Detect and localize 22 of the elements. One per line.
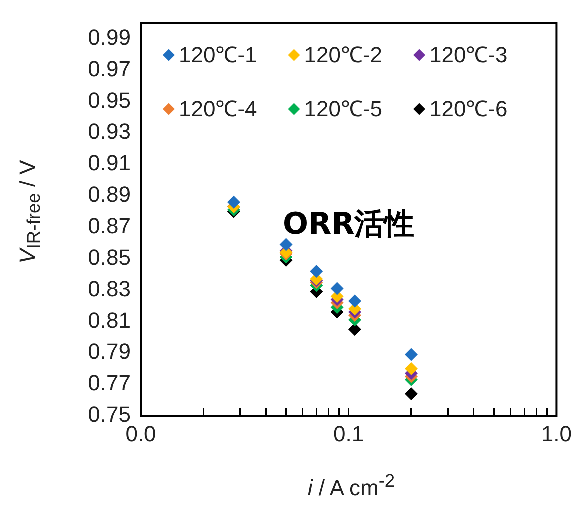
legend-label: 120℃-3 — [429, 42, 508, 68]
annotation: ORR活性 — [283, 206, 415, 242]
y-tick-label: 0.97 — [88, 56, 131, 82]
y-tick-label: 0.85 — [88, 244, 131, 270]
legend-label: 120℃-6 — [429, 96, 508, 122]
y-tick-label: 0.95 — [88, 88, 131, 113]
y-tick-label: 0.91 — [88, 150, 131, 176]
legend-label: 120℃-2 — [304, 42, 383, 68]
y-tick-label: 0.87 — [88, 214, 131, 239]
legend-label: 120℃-1 — [179, 42, 258, 68]
y-tick-label: 0.81 — [88, 308, 131, 333]
x-tick-label: 0.1 — [334, 421, 364, 446]
y-tick-label: 0.89 — [88, 182, 131, 208]
y-tick-label: 0.93 — [88, 119, 131, 144]
y-tick-label: 0.77 — [88, 370, 131, 396]
x-tick-label: 1.0 — [541, 421, 572, 446]
y-tick-label: 0.83 — [88, 276, 131, 302]
y-tick-label: 0.99 — [88, 24, 131, 50]
legend-label: 120℃-5 — [304, 96, 383, 122]
x-axis-title: i / A cm$^{-2}$ — [306, 470, 396, 502]
y-tick-label: 0.79 — [88, 339, 131, 364]
legend-label: 120℃-4 — [179, 96, 258, 122]
